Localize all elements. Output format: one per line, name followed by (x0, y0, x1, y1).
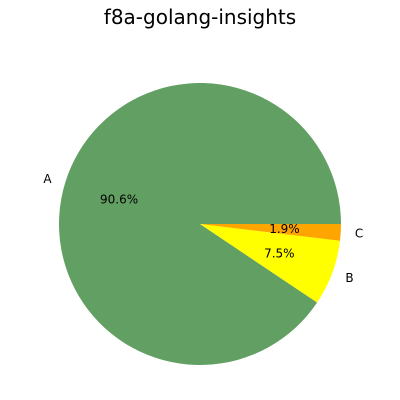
slice-label-a: A (43, 172, 52, 186)
pct-label-c: 1.9% (269, 222, 300, 236)
pie-slice-a (59, 83, 342, 366)
slice-label-c: C (355, 226, 363, 240)
pie-labels: A 90.6% B 7.5% C 1.9% (43, 172, 363, 285)
chart-title: f8a-golang-insights (104, 5, 296, 29)
pie-slices (59, 83, 342, 366)
pie-slice-c (200, 224, 341, 241)
pct-label-a: 90.6% (100, 192, 138, 206)
pie-slice-b (200, 224, 340, 303)
pct-label-b: 7.5% (264, 246, 295, 260)
slice-label-b: B (345, 271, 353, 285)
